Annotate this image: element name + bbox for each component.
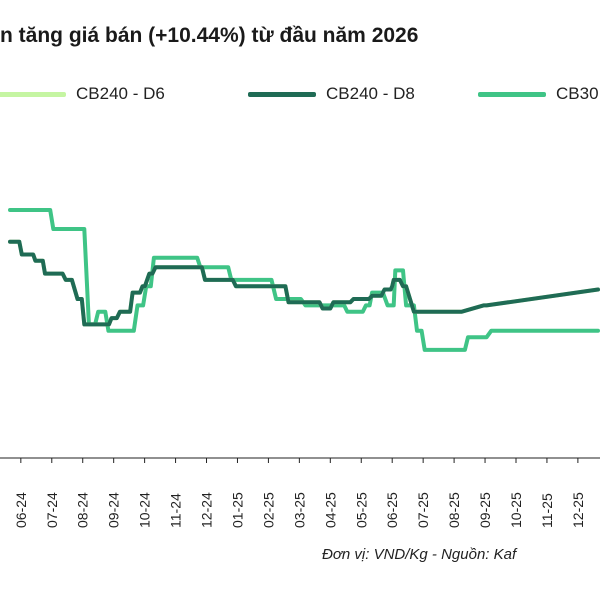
- x-tick-label: 06-24: [13, 492, 29, 528]
- chart-legend: CB240 - D6 CB240 - D8 CB30: [0, 82, 600, 106]
- legend-label-cb240-d8: CB240 - D8: [326, 84, 415, 103]
- legend-swatch-cb30: [478, 91, 546, 97]
- chart-title: n tăng giá bán (+10.44%) từ đầu năm 2026: [0, 24, 419, 47]
- legend-item-cb240-d8: CB240 - D8: [248, 82, 415, 106]
- x-tick-label: 01-25: [230, 492, 246, 528]
- source-note: Đơn vị: VND/Kg - Nguồn: Kaf: [322, 546, 517, 563]
- x-tick-label: 12-24: [199, 492, 215, 528]
- x-axis-ticks: 06-24 07-24 08-24 09-24 10-24 11-24 12-24 01-25…: [13, 458, 586, 528]
- series-layer: [8, 208, 600, 352]
- legend-item-cb240-d6: CB240 - D6: [0, 82, 165, 106]
- x-tick-label: 07-24: [44, 492, 60, 528]
- x-tick-label: 11-24: [168, 493, 184, 528]
- x-tick-label: 12-25: [570, 492, 586, 528]
- legend-label-cb240-d6: CB240 - D6: [76, 84, 165, 103]
- x-tick-label: 06-25: [384, 492, 400, 528]
- x-tick-label: 03-25: [291, 492, 307, 528]
- x-tick-label: 08-25: [446, 492, 462, 528]
- x-tick-label: 10-24: [137, 492, 153, 528]
- x-tick-label: 07-25: [415, 492, 431, 528]
- x-tick-label: 04-25: [322, 492, 338, 528]
- x-tick-label: 08-24: [75, 492, 91, 528]
- legend-swatch-cb240-d8: [248, 91, 316, 97]
- x-tick-label: 11-25: [539, 493, 555, 528]
- x-tick-label: 09-24: [106, 492, 122, 528]
- x-tick-label: 09-25: [477, 492, 493, 528]
- legend-item-cb30: CB30: [478, 82, 599, 106]
- series-line-cb30: [8, 208, 600, 352]
- x-tick-label: 10-25: [508, 492, 524, 528]
- legend-label-cb30: CB30: [556, 84, 599, 103]
- legend-swatch-cb240-d6: [0, 91, 66, 97]
- x-tick-label: 05-25: [353, 492, 369, 528]
- series-line-cb240-d8: [8, 239, 600, 327]
- x-tick-label: 02-25: [260, 492, 276, 528]
